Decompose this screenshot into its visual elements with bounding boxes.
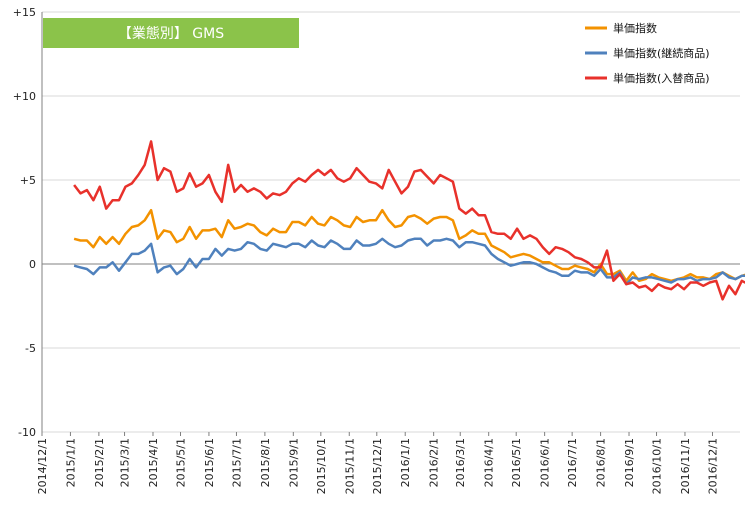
y-tick-label: -10 <box>18 426 36 439</box>
y-tick-label: +5 <box>20 174 36 187</box>
y-tick-label: +10 <box>13 90 36 103</box>
x-tick-label: 2016/5/1 <box>510 438 523 487</box>
series-layer <box>73 140 745 301</box>
x-tick-label: 2015/12/1 <box>371 438 384 494</box>
x-tick-label: 2016/9/1 <box>623 438 636 487</box>
x-tick-label: 2016/8/1 <box>595 438 608 487</box>
x-tick-label: 2015/3/1 <box>119 438 132 487</box>
x-tick-label: 2015/10/1 <box>315 438 328 494</box>
x-tick-label: 2016/11/1 <box>679 438 692 494</box>
x-tick-label: 2015/8/1 <box>259 438 272 487</box>
x-tick-label: 2016/12/1 <box>706 438 719 494</box>
x-tick-label: 2016/6/1 <box>539 438 552 487</box>
y-tick-label: +15 <box>13 6 36 19</box>
x-tick-label: 2014/12/1 <box>36 438 49 494</box>
y-tick-label: -5 <box>25 342 36 355</box>
legend-label: 単価指数(継続商品) <box>613 46 710 60</box>
x-tick-label: 2015/11/1 <box>343 438 356 494</box>
x-tick-label: 2016/2/1 <box>428 438 441 487</box>
series-line-3 <box>73 140 745 301</box>
x-tick-label: 2015/7/1 <box>230 438 243 487</box>
x-tick-label: 2016/7/1 <box>566 438 579 487</box>
x-tick-label: 2015/9/1 <box>287 438 300 487</box>
legend-label: 単価指数(入替商品) <box>613 71 710 85</box>
x-tick-label: 2015/5/1 <box>174 438 187 487</box>
x-tick-label: 2015/1/1 <box>64 438 77 487</box>
legend-label: 単価指数 <box>613 21 657 35</box>
x-tick-label: 2015/4/1 <box>147 438 160 487</box>
x-tick-label: 2016/4/1 <box>483 438 496 487</box>
x-tick-label: 2015/6/1 <box>203 438 216 487</box>
series-line-2 <box>73 237 745 286</box>
x-tick-label: 2016/10/1 <box>651 438 664 494</box>
x-tick-label: 2016/1/1 <box>399 438 412 487</box>
chart-title: 【業態別】 GMS <box>118 26 224 42</box>
x-tick-label: 2016/3/1 <box>454 438 467 487</box>
title-background <box>43 18 299 48</box>
y-tick-label: 0 <box>29 258 36 271</box>
x-tick-label: 2015/2/1 <box>93 438 106 487</box>
chart-title-box: 【業態別】 GMS <box>43 18 299 48</box>
